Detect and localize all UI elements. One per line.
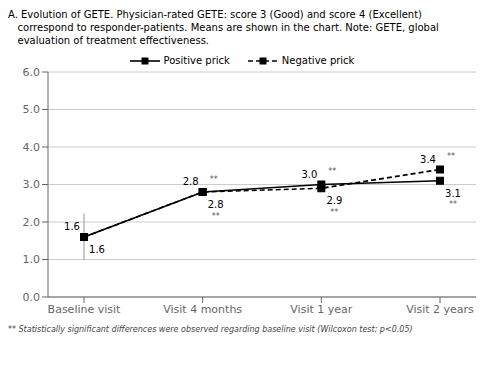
svg-text:1.6: 1.6 bbox=[89, 244, 105, 255]
html-text:correspond to responder-patien: correspond to responder-patients. Means … bbox=[8, 22, 439, 33]
svg-text:2.8: 2.8 bbox=[183, 176, 199, 187]
svg-text:2.8: 2.8 bbox=[208, 199, 224, 210]
svg-text:**: ** bbox=[212, 212, 220, 221]
svg-text:Baseline visit: Baseline visit bbox=[48, 303, 121, 316]
svg-text:Visit 1 year: Visit 1 year bbox=[290, 303, 352, 316]
svg-text:4.0: 4.0 bbox=[23, 141, 41, 154]
svg-text:0.0: 0.0 bbox=[23, 291, 41, 304]
svg-text:6.0: 6.0 bbox=[23, 66, 41, 79]
html-text:** Statistically significant d: ** Statistically significant differences… bbox=[8, 325, 413, 334]
svg-text:**: ** bbox=[328, 167, 336, 176]
svg-text:1.0: 1.0 bbox=[23, 253, 41, 266]
svg-text:Visit 2 years: Visit 2 years bbox=[406, 303, 474, 316]
svg-text:3.0: 3.0 bbox=[23, 178, 41, 191]
html-text:A. Evolution of GETE. Physicia: A. Evolution of GETE. Physician-rated GE… bbox=[8, 9, 422, 20]
svg-text:**: ** bbox=[449, 200, 457, 209]
svg-text:5.0: 5.0 bbox=[23, 103, 41, 116]
svg-text:**: ** bbox=[210, 175, 218, 184]
svg-text:3.4: 3.4 bbox=[420, 154, 436, 165]
html-text:Negative prick: Negative prick bbox=[281, 55, 355, 66]
svg-text:Visit 4 months: Visit 4 months bbox=[163, 303, 242, 316]
html-text:evaluation of treatment effect: evaluation of treatment effectiveness. bbox=[8, 35, 209, 46]
svg-text:1.6: 1.6 bbox=[64, 221, 80, 232]
svg-text:3.1: 3.1 bbox=[445, 188, 461, 199]
html-text:Positive prick: Positive prick bbox=[163, 55, 230, 66]
svg-text:3.0: 3.0 bbox=[301, 169, 317, 180]
svg-text:**: ** bbox=[447, 152, 455, 161]
svg-text:2.9: 2.9 bbox=[326, 195, 342, 206]
svg-text:**: ** bbox=[330, 208, 338, 217]
svg-text:2.0: 2.0 bbox=[23, 216, 41, 229]
